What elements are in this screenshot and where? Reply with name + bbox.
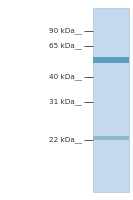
- Text: 40 kDa__: 40 kDa__: [49, 74, 82, 80]
- Text: 22 kDa__: 22 kDa__: [49, 137, 82, 143]
- Text: 90 kDa__: 90 kDa__: [49, 28, 82, 34]
- Bar: [93, 57, 129, 63]
- Bar: [93, 8, 129, 192]
- Text: 31 kDa__: 31 kDa__: [49, 99, 82, 105]
- Bar: [93, 136, 129, 140]
- Text: 65 kDa__: 65 kDa__: [49, 43, 82, 49]
